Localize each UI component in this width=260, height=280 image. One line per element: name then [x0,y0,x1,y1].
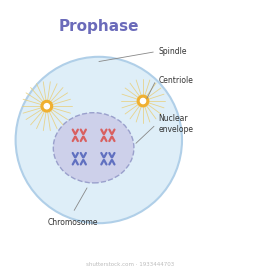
Text: Prophase: Prophase [58,19,139,34]
Ellipse shape [53,113,134,183]
Circle shape [137,95,149,107]
Text: Centriole: Centriole [159,76,193,85]
Circle shape [44,104,49,109]
Circle shape [140,98,146,104]
Circle shape [41,101,53,112]
Circle shape [16,57,182,223]
Text: shutterstock.com · 1933444703: shutterstock.com · 1933444703 [86,262,174,267]
Text: Nuclear
envelope: Nuclear envelope [159,114,194,134]
Text: Spindle: Spindle [159,47,187,56]
Text: Chromosome: Chromosome [48,218,98,227]
